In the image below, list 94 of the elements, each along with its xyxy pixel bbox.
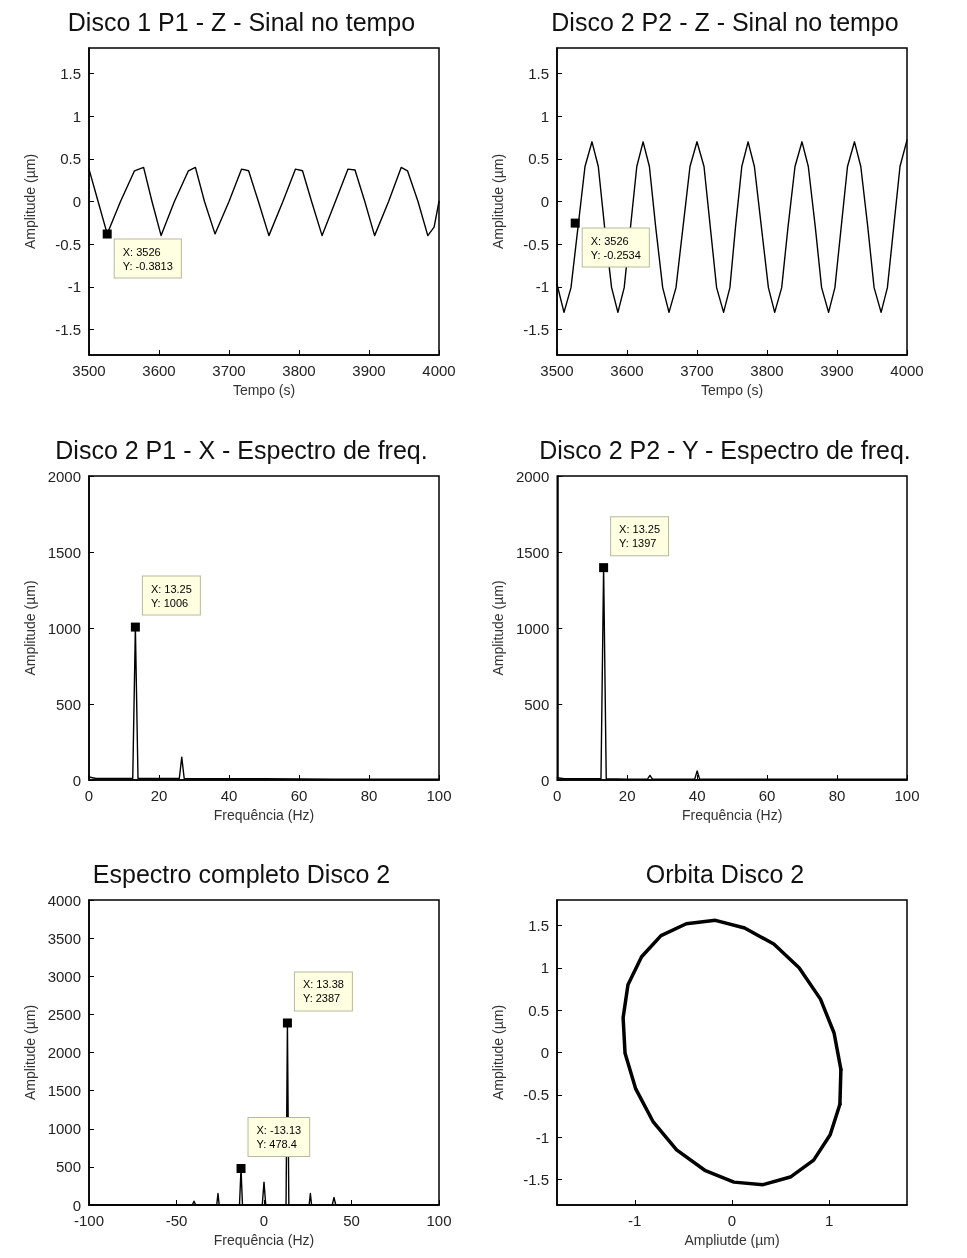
y-tick-label: 1000 [515, 619, 550, 637]
x-tick-label: 0 [727, 1212, 737, 1229]
x-tick-label: -1 [628, 1212, 642, 1229]
x-tick-label: 3800 [282, 362, 316, 379]
x-tick-label: 3800 [750, 362, 784, 379]
y-tick-label: 2000 [47, 467, 81, 485]
y-tick-label: -1 [535, 1128, 549, 1146]
x-tick-label: 80 [360, 787, 378, 804]
chart-title: Disco 1 P1 - Z - Sinal no tempo [67, 7, 416, 36]
y-tick-label: -1 [535, 278, 549, 296]
y-tick-label: 0 [540, 771, 550, 789]
y-tick-label: 2500 [47, 1005, 81, 1023]
y-axis-title: Amplitude (µm) [490, 580, 506, 676]
y-tick-label: 0.5 [528, 150, 549, 168]
y-tick-label: 1.5 [528, 65, 549, 83]
y-tick-label: 1000 [47, 619, 81, 637]
y-tick-label: 2000 [47, 1044, 81, 1061]
y-axis-title: Amplitude (µm) [490, 1004, 506, 1101]
annotation: X: 13.38 Y: 2387 [302, 978, 344, 1005]
y-tick-label: -1.5 [523, 1171, 549, 1189]
x-tick-label: -50 [165, 1212, 188, 1229]
y-tick-label: 0.5 [528, 1001, 549, 1019]
y-tick-label: 1500 [47, 1082, 81, 1100]
y-tick-label: 1500 [47, 543, 81, 561]
x-axis-title: Frequência (Hz) [681, 807, 783, 823]
y-tick-label: -0.5 [523, 1086, 549, 1104]
x-tick-label: 3700 [680, 362, 714, 379]
x-axis-title: Ampliutde (µm) [684, 1232, 780, 1248]
x-tick-label: 100 [426, 1212, 452, 1229]
x-axis-title: Tempo (s) [232, 382, 296, 398]
x-tick-label: 100 [894, 787, 920, 804]
x-tick-label: 50 [343, 1212, 360, 1229]
y-tick-label: 0 [72, 771, 81, 789]
x-axis-title: Frequência (Hz) [213, 1232, 315, 1248]
chart-title: Orbita Disco 2 [645, 859, 805, 888]
x-axis-title: Frequência (Hz) [213, 807, 315, 823]
y-tick-label: 1000 [47, 1120, 81, 1138]
y-axis-title: Amplitude (µm) [490, 153, 506, 250]
chart-title: Disco 2 P2 - Z - Sinal no tempo [551, 7, 899, 36]
annotation: X: 13.25 Y: 1397 [619, 523, 661, 550]
annotation: X: 3526 Y: -0.2534 [590, 234, 641, 261]
y-tick-label: 500 [524, 695, 550, 713]
annotation: X: 13.25 Y: 1006 [150, 582, 192, 609]
y-tick-label: -1.5 [55, 320, 81, 338]
y-tick-label: -0.5 [55, 235, 81, 253]
y-tick-label: -0.5 [523, 235, 549, 253]
x-tick-label: 0 [84, 787, 94, 804]
x-tick-label: 80 [828, 787, 846, 804]
x-tick-label: 1 [825, 1212, 834, 1229]
x-tick-label: 40 [220, 787, 238, 804]
y-tick-label: 0 [72, 193, 81, 210]
x-tick-label: 60 [758, 787, 776, 804]
annotation: X: 3526 Y: -0.3813 [122, 245, 173, 272]
x-tick-label: 3900 [820, 362, 854, 379]
y-tick-label: 4000 [47, 891, 81, 909]
x-tick-label: 20 [618, 787, 636, 804]
y-tick-label: 1 [540, 107, 549, 125]
x-tick-label: 40 [688, 787, 706, 804]
y-axis-title: Amplitude (µm) [22, 153, 38, 250]
x-tick-label: 4000 [422, 362, 456, 379]
x-tick-label: 4000 [890, 362, 924, 379]
annotation: X: -13.13 Y: 478.4 [256, 1124, 302, 1151]
x-axis-title: Tempo (s) [700, 382, 764, 398]
y-tick-label: 3500 [47, 929, 81, 947]
y-tick-label: 1.5 [528, 916, 549, 934]
y-tick-label: 500 [55, 695, 81, 713]
y-tick-label: 0 [540, 1044, 549, 1061]
x-tick-label: 0 [259, 1212, 269, 1229]
y-tick-label: 500 [55, 1158, 81, 1176]
x-tick-label: 0 [553, 787, 562, 804]
y-tick-label: 0 [72, 1196, 81, 1214]
y-tick-label: 1 [72, 107, 81, 125]
chart-title: Disco 2 P2 - Y - Espectro de freq. [539, 435, 911, 464]
y-tick-label: 2000 [515, 467, 550, 485]
y-tick-label: 0.5 [60, 150, 81, 168]
chart-title: Disco 2 P1 - X - Espectro de freq. [55, 435, 428, 464]
x-tick-label: 3900 [352, 362, 386, 379]
x-tick-label: 3600 [142, 362, 176, 379]
y-axis-title: Amplitude (µm) [21, 580, 38, 676]
x-tick-label: 3600 [610, 362, 644, 379]
chart-title: Espectro completo Disco 2 [92, 859, 391, 888]
x-tick-label: 100 [426, 787, 452, 804]
x-tick-label: 60 [290, 787, 308, 804]
y-tick-label: 0 [540, 193, 549, 210]
y-tick-label: 3000 [47, 967, 81, 985]
y-tick-label: 1500 [515, 543, 550, 561]
x-tick-label: -100 [73, 1212, 105, 1229]
y-tick-label: -1.5 [523, 320, 549, 338]
x-tick-label: 3700 [212, 362, 246, 379]
y-tick-label: 1 [540, 959, 549, 977]
y-tick-label: 1.5 [60, 65, 81, 83]
y-tick-label: -1 [67, 278, 81, 296]
x-tick-label: 20 [150, 787, 168, 804]
y-axis-title: Amplitude (µm) [21, 1004, 38, 1101]
